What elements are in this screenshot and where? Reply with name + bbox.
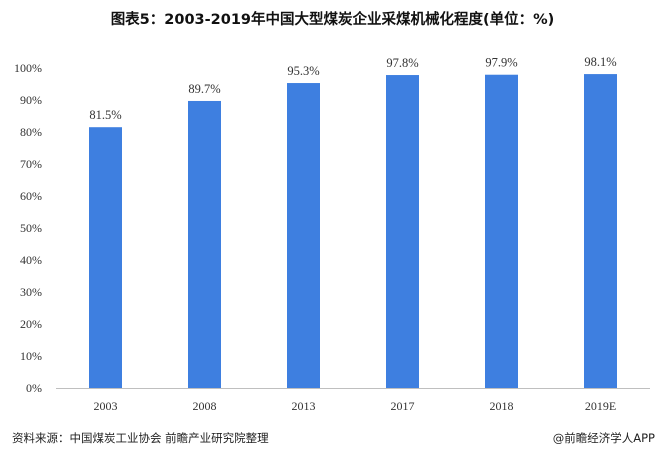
bar	[386, 75, 419, 388]
x-tick-label: 2008	[193, 399, 217, 413]
y-tick-label: 70%	[20, 157, 42, 171]
y-tick-label: 40%	[20, 253, 42, 267]
x-tick-label: 2017	[391, 399, 415, 413]
y-tick-label: 20%	[20, 317, 42, 331]
y-tick-label: 80%	[20, 125, 42, 139]
bars	[89, 74, 617, 389]
source-note: 资料来源：中国煤炭工业协会 前瞻产业研究院整理	[12, 431, 269, 445]
y-axis: 0% 10% 20% 30% 40% 50% 60% 70% 80% 90% 100%	[14, 61, 42, 395]
y-tick-label: 10%	[20, 349, 42, 363]
data-labels: 81.5% 89.7% 95.3% 97.8% 97.9% 98.1%	[89, 55, 616, 122]
y-tick-label: 90%	[20, 93, 42, 107]
x-tick-label: 2018	[490, 399, 514, 413]
data-label: 81.5%	[89, 108, 121, 122]
data-label: 89.7%	[188, 82, 220, 96]
bar	[485, 74, 518, 388]
x-axis: 2003 2008 2013 2017 2018 2019E	[56, 388, 650, 413]
x-tick-label: 2013	[292, 399, 316, 413]
data-label: 95.3%	[287, 64, 319, 78]
bar	[584, 74, 617, 388]
x-tick-label: 2019E	[585, 399, 616, 413]
bar	[89, 127, 122, 388]
bar-chart: 0%10%20%30%40%50%60%70%80%90%100% 81.5%8…	[14, 55, 650, 413]
chart-title: 图表5：2003-2019年中国大型煤炭企业采煤机械化程度(单位：%)	[110, 12, 555, 28]
bar	[188, 100, 221, 389]
data-label: 97.8%	[386, 56, 418, 70]
x-tick-label: 2003	[94, 399, 118, 413]
y-tick-label: 0%	[26, 381, 42, 395]
credit-note: @前瞻经济学人APP	[552, 431, 655, 445]
data-label: 97.9%	[485, 56, 517, 70]
y-tick-label: 60%	[20, 189, 42, 203]
y-tick-label: 100%	[14, 61, 42, 75]
y-tick-label: 50%	[20, 221, 42, 235]
data-label: 98.1%	[584, 55, 616, 69]
bar	[287, 83, 320, 388]
y-tick-label: 30%	[20, 285, 42, 299]
